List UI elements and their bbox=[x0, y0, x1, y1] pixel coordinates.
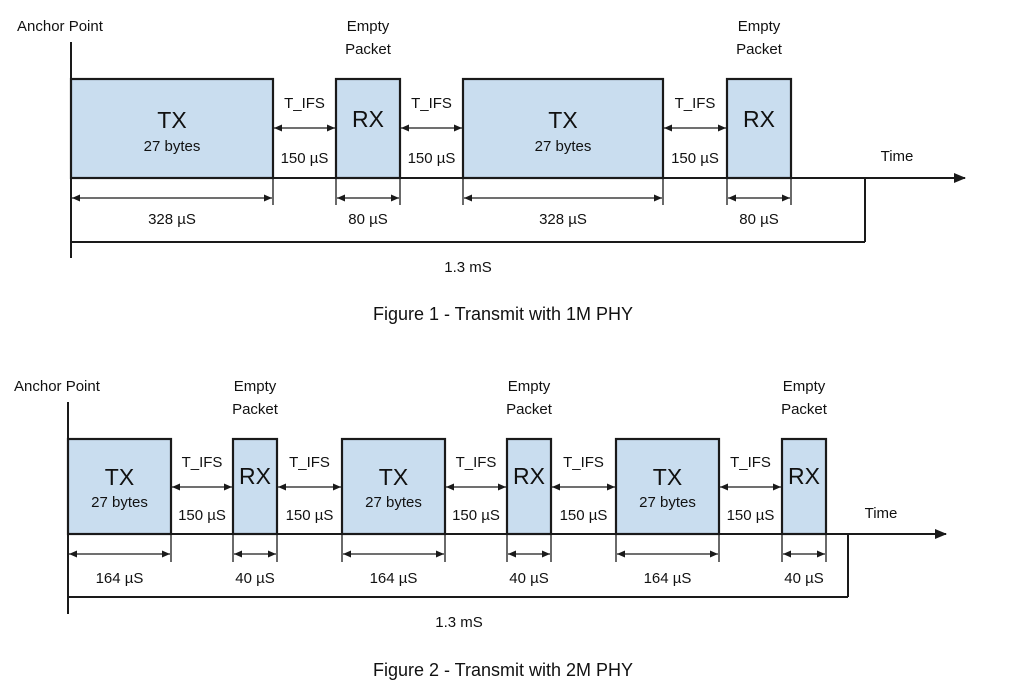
tx-label: TX bbox=[548, 107, 577, 133]
t-ifs-duration-label: 150 µS bbox=[408, 150, 456, 167]
anchor-point-label: Anchor Point bbox=[14, 378, 101, 395]
empty-packet-label-line2: Packet bbox=[736, 41, 783, 58]
empty-packet-label-line1: Empty bbox=[234, 378, 277, 395]
t-ifs-label: T_IFS bbox=[563, 454, 604, 471]
total-interval-label: 1.3 mS bbox=[435, 614, 483, 631]
duration-label: 164 µS bbox=[370, 570, 418, 587]
tx-byte-count: 27 bytes bbox=[639, 494, 696, 511]
tx-packet-box bbox=[461, 77, 665, 180]
rx-label: RX bbox=[788, 463, 820, 489]
empty-packet-label-line2: Packet bbox=[345, 41, 392, 58]
time-axis-label: Time bbox=[881, 148, 914, 165]
rx-label: RX bbox=[743, 106, 775, 132]
rx-label: RX bbox=[239, 463, 271, 489]
rx-label: RX bbox=[513, 463, 545, 489]
empty-packet-label-line2: Packet bbox=[506, 401, 553, 418]
tx-byte-count: 27 bytes bbox=[91, 494, 148, 511]
tx-byte-count: 27 bytes bbox=[365, 494, 422, 511]
t-ifs-duration-label: 150 µS bbox=[281, 150, 329, 167]
duration-label: 328 µS bbox=[148, 211, 196, 228]
t-ifs-label: T_IFS bbox=[411, 95, 452, 112]
rx-packet-box bbox=[725, 77, 793, 180]
duration-label: 40 µS bbox=[509, 570, 549, 587]
duration-label: 164 µS bbox=[96, 570, 144, 587]
figure-caption: Figure 1 - Transmit with 1M PHY bbox=[373, 304, 633, 324]
rx-packet-box bbox=[334, 77, 402, 180]
rx-packet-box bbox=[780, 437, 828, 536]
duration-label: 164 µS bbox=[644, 570, 692, 587]
t-ifs-label: T_IFS bbox=[284, 95, 325, 112]
rx-packet-box bbox=[231, 437, 279, 536]
figure-1-diagram: Anchor Point Time TX 27 bytes 328 µS RX Empty P… bbox=[17, 18, 966, 324]
duration-label: 80 µS bbox=[348, 211, 388, 228]
tx-packet-box bbox=[66, 437, 173, 536]
tx-label: TX bbox=[379, 464, 408, 490]
duration-label: 40 µS bbox=[235, 570, 275, 587]
t-ifs-duration-label: 150 µS bbox=[178, 507, 226, 524]
t-ifs-duration-label: 150 µS bbox=[727, 507, 775, 524]
tx-label: TX bbox=[653, 464, 682, 490]
empty-packet-label-line1: Empty bbox=[347, 18, 390, 35]
tx-label: TX bbox=[157, 107, 186, 133]
total-interval-label: 1.3 mS bbox=[444, 259, 492, 276]
t-ifs-label: T_IFS bbox=[456, 454, 497, 471]
t-ifs-duration-label: 150 µS bbox=[452, 507, 500, 524]
empty-packet-label-line1: Empty bbox=[783, 378, 826, 395]
figure-2-diagram: Anchor Point Time TX 27 bytes 164 µS RX Empty P… bbox=[14, 378, 947, 680]
duration-label: 328 µS bbox=[539, 211, 587, 228]
empty-packet-label-line1: Empty bbox=[508, 378, 551, 395]
tx-byte-count: 27 bytes bbox=[144, 138, 201, 155]
tx-packet-box bbox=[340, 437, 447, 536]
tx-label: TX bbox=[105, 464, 134, 490]
empty-packet-label-line2: Packet bbox=[232, 401, 279, 418]
empty-packet-label-line1: Empty bbox=[738, 18, 781, 35]
rx-label: RX bbox=[352, 106, 384, 132]
duration-label: 40 µS bbox=[784, 570, 824, 587]
t-ifs-duration-label: 150 µS bbox=[671, 150, 719, 167]
time-axis-label: Time bbox=[865, 505, 898, 522]
tx-packet-box bbox=[614, 437, 721, 536]
tx-packet-box bbox=[69, 77, 275, 180]
rx-packet-box bbox=[505, 437, 553, 536]
t-ifs-label: T_IFS bbox=[182, 454, 223, 471]
t-ifs-duration-label: 150 µS bbox=[286, 507, 334, 524]
t-ifs-duration-label: 150 µS bbox=[560, 507, 608, 524]
tx-byte-count: 27 bytes bbox=[535, 138, 592, 155]
empty-packet-label-line2: Packet bbox=[781, 401, 828, 418]
t-ifs-label: T_IFS bbox=[289, 454, 330, 471]
anchor-point-label: Anchor Point bbox=[17, 18, 104, 35]
figure-caption: Figure 2 - Transmit with 2M PHY bbox=[373, 660, 633, 680]
t-ifs-label: T_IFS bbox=[730, 454, 771, 471]
duration-label: 80 µS bbox=[739, 211, 779, 228]
t-ifs-label: T_IFS bbox=[675, 95, 716, 112]
